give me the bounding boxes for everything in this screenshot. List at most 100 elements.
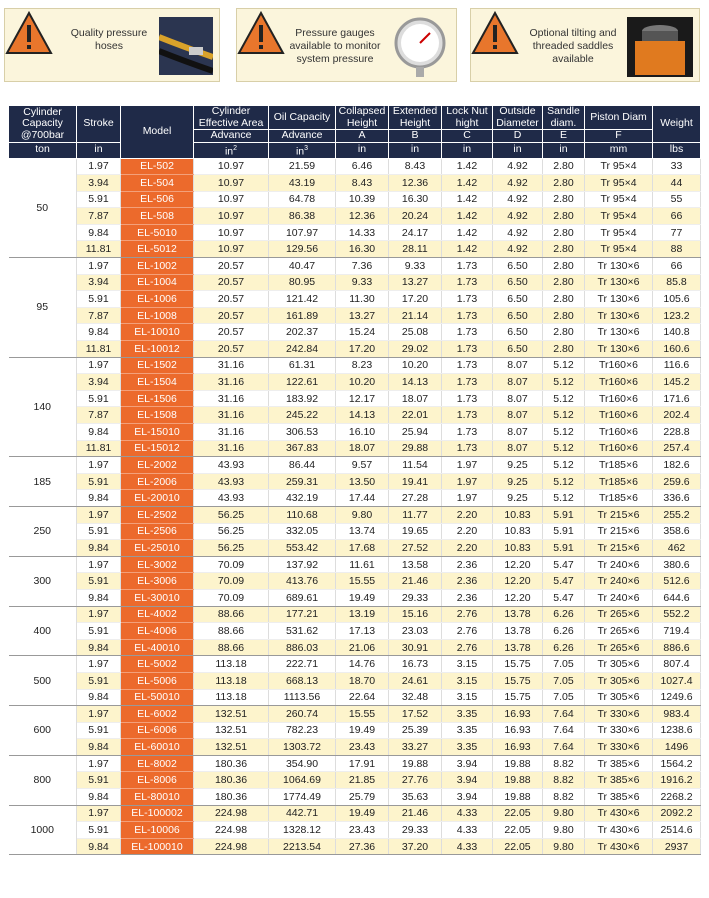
data-cell: 21.59 xyxy=(268,158,336,176)
data-cell: 25.94 xyxy=(388,423,442,441)
data-cell: 9.80 xyxy=(542,821,585,839)
data-cell: 4.92 xyxy=(492,224,543,242)
data-cell: Tr 430×6 xyxy=(584,805,653,823)
data-cell: 19.88 xyxy=(492,788,543,806)
data-cell: 10.20 xyxy=(388,357,442,375)
data-row: 7.87 EL-1008 20.57 161.89 13.27 21.14 1.73 6.50… xyxy=(9,307,701,325)
data-row: 500 1.97 EL-5002 113.18 222.71 14.76 16.73 3.15… xyxy=(8,655,701,707)
data-row: 3.94 EL-504 10.97 43.19 8.43 12.36 1.42 4.92 2.8… xyxy=(9,174,701,192)
data-cell: 113.18 xyxy=(193,672,269,690)
data-cell: 105.6 xyxy=(652,290,701,308)
unit-cell: in xyxy=(542,141,585,159)
data-cell: 5.91 xyxy=(76,523,121,541)
data-cell: 6.50 xyxy=(492,307,543,325)
data-cell: 17.20 xyxy=(335,340,389,358)
unit-cell: in3 xyxy=(268,141,336,159)
data-cell: 37.20 xyxy=(388,838,442,856)
data-cell: 9.84 xyxy=(76,838,121,856)
data-cell: 1.73 xyxy=(441,274,493,292)
data-cell: 5.12 xyxy=(542,440,585,458)
data-cell: 11.81 xyxy=(76,440,121,458)
feature-box: Quality pressure hoses xyxy=(4,8,220,82)
data-row: 400 1.97 EL-4002 88.66 177.21 13.19 15.16 2.76 1… xyxy=(8,606,701,657)
data-cell: 2.80 xyxy=(542,257,585,275)
data-cell: 5.91 xyxy=(76,771,121,790)
data-cell: 255.2 xyxy=(652,506,701,524)
data-cell: 12.20 xyxy=(492,556,543,574)
header-cell: Lock Nut hight xyxy=(441,105,493,130)
model-cell: EL-3002 xyxy=(120,556,194,574)
data-row: 11.81 EL-10012 20.57 242.84 17.20 29.02 1.73 6.… xyxy=(9,340,701,358)
data-row: 9.84 EL-60010 132.51 1303.72 23.43 33.27 3.35 1… xyxy=(9,738,701,756)
data-cell: 6.26 xyxy=(542,606,585,624)
data-cell: 9.57 xyxy=(335,456,389,474)
data-cell: 5.91 xyxy=(76,821,121,839)
data-cell: 1496 xyxy=(652,738,701,756)
data-cell: 4.92 xyxy=(492,191,543,209)
data-cell: 9.25 xyxy=(492,489,543,507)
data-cell: 5.12 xyxy=(542,473,585,491)
data-row: 1000 1.97 EL-100002 224.98 442.71 19.49 21.46 4… xyxy=(8,805,701,856)
data-cell: 3.94 xyxy=(441,788,493,806)
model-cell: EL-5012 xyxy=(120,240,194,259)
data-cell: 1.97 xyxy=(76,556,121,574)
data-cell: 15.55 xyxy=(335,572,389,590)
data-cell: 1.73 xyxy=(441,390,493,408)
data-cell: 24.17 xyxy=(388,224,442,242)
data-cell: Tr 430×6 xyxy=(584,838,653,856)
data-cell: 260.74 xyxy=(268,705,336,723)
data-cell: 15.75 xyxy=(492,655,543,673)
data-row: 5.91 EL-8006 180.36 1064.69 21.85 27.76 3.94 19… xyxy=(9,771,701,790)
data-row: 5.91 EL-506 10.97 64.78 10.39 16.30 1.42 4.92 2.… xyxy=(9,191,701,209)
data-cell: Tr 385×6 xyxy=(584,771,653,790)
data-cell: 6.26 xyxy=(542,622,585,640)
data-cell: 3.35 xyxy=(441,738,493,756)
gauge-photo xyxy=(394,17,446,77)
data-cell: 242.84 xyxy=(268,340,336,358)
data-cell: 21.46 xyxy=(388,572,442,590)
data-cell: 1.97 xyxy=(76,655,121,673)
data-cell: 12.36 xyxy=(388,174,442,192)
capacity-cell: 50 xyxy=(8,158,77,259)
data-cell: 70.09 xyxy=(193,589,269,607)
data-cell: 2.36 xyxy=(441,572,493,590)
data-cell: Tr 95×4 xyxy=(584,158,653,176)
model-cell: EL-4002 xyxy=(120,606,194,624)
data-cell: Tr 130×6 xyxy=(584,307,653,325)
model-cell: EL-5010 xyxy=(120,224,194,242)
data-cell: 88.66 xyxy=(193,606,269,624)
data-cell: 19.88 xyxy=(492,755,543,773)
data-cell: 228.8 xyxy=(652,423,701,441)
header-cell: Cylinder Effective Area xyxy=(193,105,269,130)
warning-icon xyxy=(471,10,519,54)
model-cell: EL-1008 xyxy=(120,307,194,325)
data-cell: Tr 240×6 xyxy=(584,556,653,574)
data-cell: 32.48 xyxy=(388,689,442,707)
data-cell: 140.8 xyxy=(652,323,701,342)
data-cell: 1113.56 xyxy=(268,689,336,707)
data-cell: 8.82 xyxy=(542,771,585,790)
header-cell: Model xyxy=(120,105,194,159)
data-cell: 29.88 xyxy=(388,440,442,458)
data-cell: 22.64 xyxy=(335,689,389,707)
data-cell: 5.91 xyxy=(76,390,121,408)
data-row: 800 1.97 EL-8002 180.36 354.90 17.91 19.88 3.94… xyxy=(8,755,701,806)
model-cell: EL-30010 xyxy=(120,589,194,607)
data-row: 50 1.97 EL-502 10.97 21.59 6.46 8.43 1.42 4.92 2.… xyxy=(8,158,701,259)
data-cell: 16.93 xyxy=(492,722,543,740)
data-cell: 7.87 xyxy=(76,207,121,225)
data-cell: 7.64 xyxy=(542,738,585,756)
data-cell: 1.97 xyxy=(76,705,121,723)
data-cell: 12.20 xyxy=(492,572,543,590)
data-cell: 14.13 xyxy=(335,406,389,424)
data-cell: 1328.12 xyxy=(268,821,336,839)
data-cell: 5.47 xyxy=(542,589,585,607)
data-cell: 6.46 xyxy=(335,158,389,176)
data-cell: 2268.2 xyxy=(652,788,701,806)
data-cell: 7.64 xyxy=(542,722,585,740)
data-cell: Tr 130×6 xyxy=(584,290,653,308)
data-cell: 33.27 xyxy=(388,738,442,756)
model-cell: EL-5006 xyxy=(120,672,194,690)
data-cell: 11.54 xyxy=(388,456,442,474)
data-cell: 1564.2 xyxy=(652,755,701,773)
